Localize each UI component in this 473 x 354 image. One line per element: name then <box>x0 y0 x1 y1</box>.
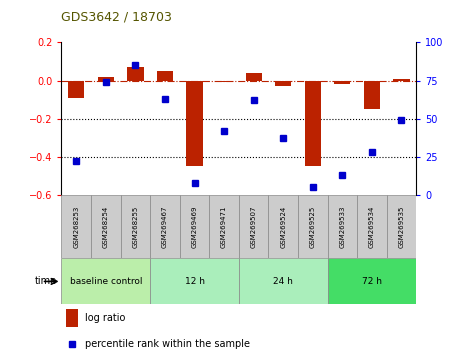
Text: GDS3642 / 18703: GDS3642 / 18703 <box>61 10 172 23</box>
Bar <box>327 195 357 258</box>
Text: 24 h: 24 h <box>273 277 293 286</box>
Bar <box>245 73 262 81</box>
Text: GSM269471: GSM269471 <box>221 205 227 248</box>
Text: percentile rank within the sample: percentile rank within the sample <box>85 339 250 349</box>
Bar <box>357 195 387 258</box>
Text: GSM268253: GSM268253 <box>73 205 79 248</box>
Bar <box>61 195 91 258</box>
Text: 72 h: 72 h <box>362 277 382 286</box>
Text: GSM268255: GSM268255 <box>132 205 139 248</box>
Bar <box>121 195 150 258</box>
Bar <box>334 81 350 84</box>
Bar <box>98 77 114 81</box>
Bar <box>364 81 380 109</box>
Bar <box>150 258 239 304</box>
Bar <box>209 195 239 258</box>
Bar <box>66 309 78 327</box>
Bar <box>68 81 84 98</box>
Bar <box>275 81 291 86</box>
Text: GSM269525: GSM269525 <box>310 205 316 248</box>
Text: GSM269524: GSM269524 <box>280 205 286 248</box>
Bar <box>157 71 173 81</box>
Bar <box>327 258 416 304</box>
Text: GSM269533: GSM269533 <box>339 205 345 248</box>
Text: GSM268254: GSM268254 <box>103 205 109 248</box>
Bar <box>387 195 416 258</box>
Text: GSM269507: GSM269507 <box>251 205 257 248</box>
Bar <box>216 81 232 82</box>
Bar <box>150 195 180 258</box>
Bar <box>239 195 269 258</box>
Text: baseline control: baseline control <box>70 277 142 286</box>
Bar <box>127 67 143 81</box>
Bar <box>61 258 150 304</box>
Bar <box>394 79 410 81</box>
Text: 12 h: 12 h <box>184 277 204 286</box>
Bar <box>298 195 327 258</box>
Bar <box>91 195 121 258</box>
Bar <box>180 195 209 258</box>
Text: GSM269469: GSM269469 <box>192 205 198 248</box>
Text: time: time <box>35 276 57 286</box>
Bar <box>239 258 327 304</box>
Text: GSM269534: GSM269534 <box>369 205 375 248</box>
Bar <box>305 81 321 166</box>
Text: GSM269467: GSM269467 <box>162 205 168 248</box>
Text: log ratio: log ratio <box>85 313 125 323</box>
Bar <box>268 195 298 258</box>
Bar <box>186 81 202 166</box>
Text: GSM269535: GSM269535 <box>398 205 404 248</box>
